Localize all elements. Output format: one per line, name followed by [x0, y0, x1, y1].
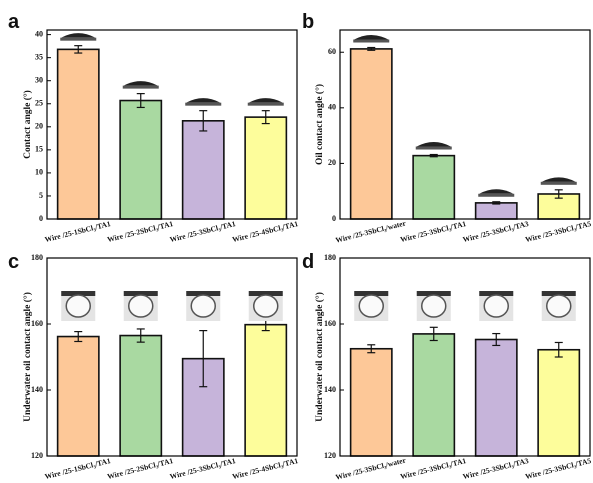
- droplet-substrate: [60, 38, 96, 41]
- x-tick-label: Wire /25-3SbCl₃/water: [335, 455, 408, 481]
- y-tick-label: 40: [328, 103, 336, 112]
- bar: [413, 334, 454, 456]
- droplet-image: [129, 295, 153, 317]
- bar: [413, 156, 454, 219]
- bar: [538, 350, 579, 456]
- y-tick-label: 60: [328, 47, 336, 56]
- y-tick-label: 140: [31, 385, 43, 394]
- droplet-image: [354, 35, 388, 40]
- x-tick-label: Wire /25-3SbCl₃/TA1: [169, 219, 237, 244]
- y-tick-label: 20: [328, 158, 336, 167]
- droplet-substrate: [185, 103, 221, 106]
- x-tick-label: Wire /25-3SbCl₃/TA1: [399, 219, 467, 244]
- y-tick-label: 25: [35, 99, 43, 108]
- bar: [183, 121, 224, 219]
- y-tick-label: 30: [35, 76, 43, 85]
- y-tick-label: 0: [332, 214, 336, 223]
- y-tick-label: 15: [35, 145, 43, 154]
- bar: [58, 49, 99, 219]
- bar: [476, 340, 517, 456]
- droplet-image: [542, 177, 576, 182]
- x-tick-label: Wire /25-3SbCl₃/TA3: [462, 219, 530, 244]
- bar: [120, 336, 161, 456]
- x-tick-label: Wire /25-3SbCl₃/TA3: [462, 456, 530, 481]
- y-tick-label: 0: [39, 214, 43, 223]
- panel-label: a: [8, 11, 20, 33]
- droplet-substrate: [353, 40, 389, 43]
- y-tick-label: 120: [324, 451, 336, 460]
- y-axis-label: Underwater oil contact angle (°): [22, 292, 33, 422]
- y-tick-label: 180: [324, 253, 336, 262]
- panel-label: d: [302, 251, 314, 273]
- bar: [476, 203, 517, 219]
- bar: [120, 101, 161, 219]
- x-tick-label: Wire /25-4SbCl₃/TA1: [231, 456, 299, 481]
- y-axis-label: Oil contact angle (°): [314, 84, 325, 165]
- droplet-substrate: [478, 194, 514, 197]
- droplet-substrate: [416, 147, 452, 150]
- bar: [245, 117, 286, 219]
- y-tick-label: 40: [35, 29, 43, 38]
- bar: [351, 49, 392, 219]
- droplet-image: [186, 98, 220, 103]
- droplet-image: [249, 98, 283, 103]
- x-tick-label: Wire /25-3SbCl₃/TA5: [524, 219, 592, 244]
- droplet-image: [422, 295, 446, 317]
- droplet-substrate: [541, 182, 577, 185]
- droplet-image: [484, 295, 508, 317]
- y-tick-label: 20: [35, 122, 43, 131]
- droplet-image: [359, 295, 383, 317]
- x-tick-label: Wire /25-1SbCl₃/TA1: [44, 456, 112, 481]
- droplet-image: [547, 295, 571, 317]
- y-axis-label: Contact angle (°): [22, 90, 33, 159]
- droplet-image: [479, 189, 513, 194]
- droplet-image: [254, 295, 278, 317]
- x-tick-label: Wire /25-3SbCl₃/water: [335, 218, 408, 244]
- y-tick-label: 140: [324, 385, 336, 394]
- droplet-image: [66, 295, 90, 317]
- panel-label: b: [302, 11, 314, 33]
- droplet-image: [417, 142, 451, 147]
- figure: a Contact angle (°) 0 5 10 15 20 25 30 35 40 Wire /…: [0, 0, 593, 483]
- droplet-image: [61, 33, 95, 38]
- x-tick-label: Wire /25-3SbCl₃/TA5: [524, 456, 592, 481]
- y-tick-label: 10: [35, 168, 43, 177]
- y-tick-label: 160: [31, 319, 43, 328]
- panel-label: c: [8, 251, 19, 273]
- y-axis-label: Underwater oil contact angle (°): [314, 292, 325, 422]
- bar: [245, 325, 286, 456]
- x-tick-label: Wire /25-4SbCl₃/TA1: [231, 219, 299, 244]
- x-tick-label: Wire /25-3SbCl₃/TA1: [399, 456, 467, 481]
- bar: [58, 337, 99, 456]
- x-tick-label: Wire /25-2SbCl₃/TA1: [106, 456, 174, 481]
- droplet-image: [124, 81, 158, 86]
- x-tick-label: Wire /25-2SbCl₃/TA1: [106, 219, 174, 244]
- bar: [351, 349, 392, 456]
- y-tick-label: 180: [31, 253, 43, 262]
- y-tick-label: 160: [324, 319, 336, 328]
- droplet-substrate: [248, 103, 284, 106]
- y-tick-label: 120: [31, 451, 43, 460]
- droplet-image: [191, 295, 215, 317]
- x-tick-label: Wire /25-1SbCl₃/TA1: [44, 219, 112, 244]
- y-tick-label: 5: [39, 191, 43, 200]
- x-tick-label: Wire /25-3SbCl₃/TA1: [169, 456, 237, 481]
- droplet-substrate: [123, 86, 159, 89]
- y-tick-label: 35: [35, 52, 43, 61]
